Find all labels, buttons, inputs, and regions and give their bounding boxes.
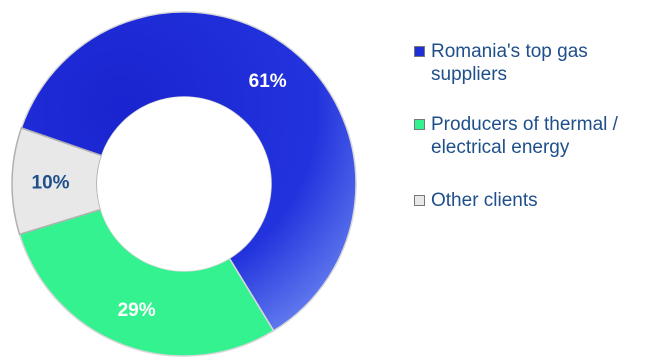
donut-chart: 61% 29% 10% [11,11,357,357]
legend-swatch-top-gas-suppliers [414,46,425,57]
slice-label-energy-producers: 29% [118,300,156,321]
legend-item-top-gas-suppliers: Romania's top gas suppliers [414,40,669,86]
legend-label-other-clients: Other clients [431,190,538,211]
legend-swatch-energy-producers [414,119,425,130]
legend-item-energy-producers: Producers of thermal / electrical energy [414,113,669,159]
donut-hole [97,97,271,271]
legend-swatch-other-clients [414,195,425,206]
legend-label-top-gas-suppliers: Romania's top gas suppliers [431,41,588,85]
slice-label-other-clients: 10% [32,173,70,194]
legend-label-energy-producers: Producers of thermal / electrical energy [431,114,618,158]
legend: Romania's top gas suppliers Producers of… [414,40,669,239]
legend-item-other-clients: Other clients [414,189,669,212]
slice-label-top-gas-suppliers: 61% [249,71,287,92]
slice-other-clients [11,127,103,236]
